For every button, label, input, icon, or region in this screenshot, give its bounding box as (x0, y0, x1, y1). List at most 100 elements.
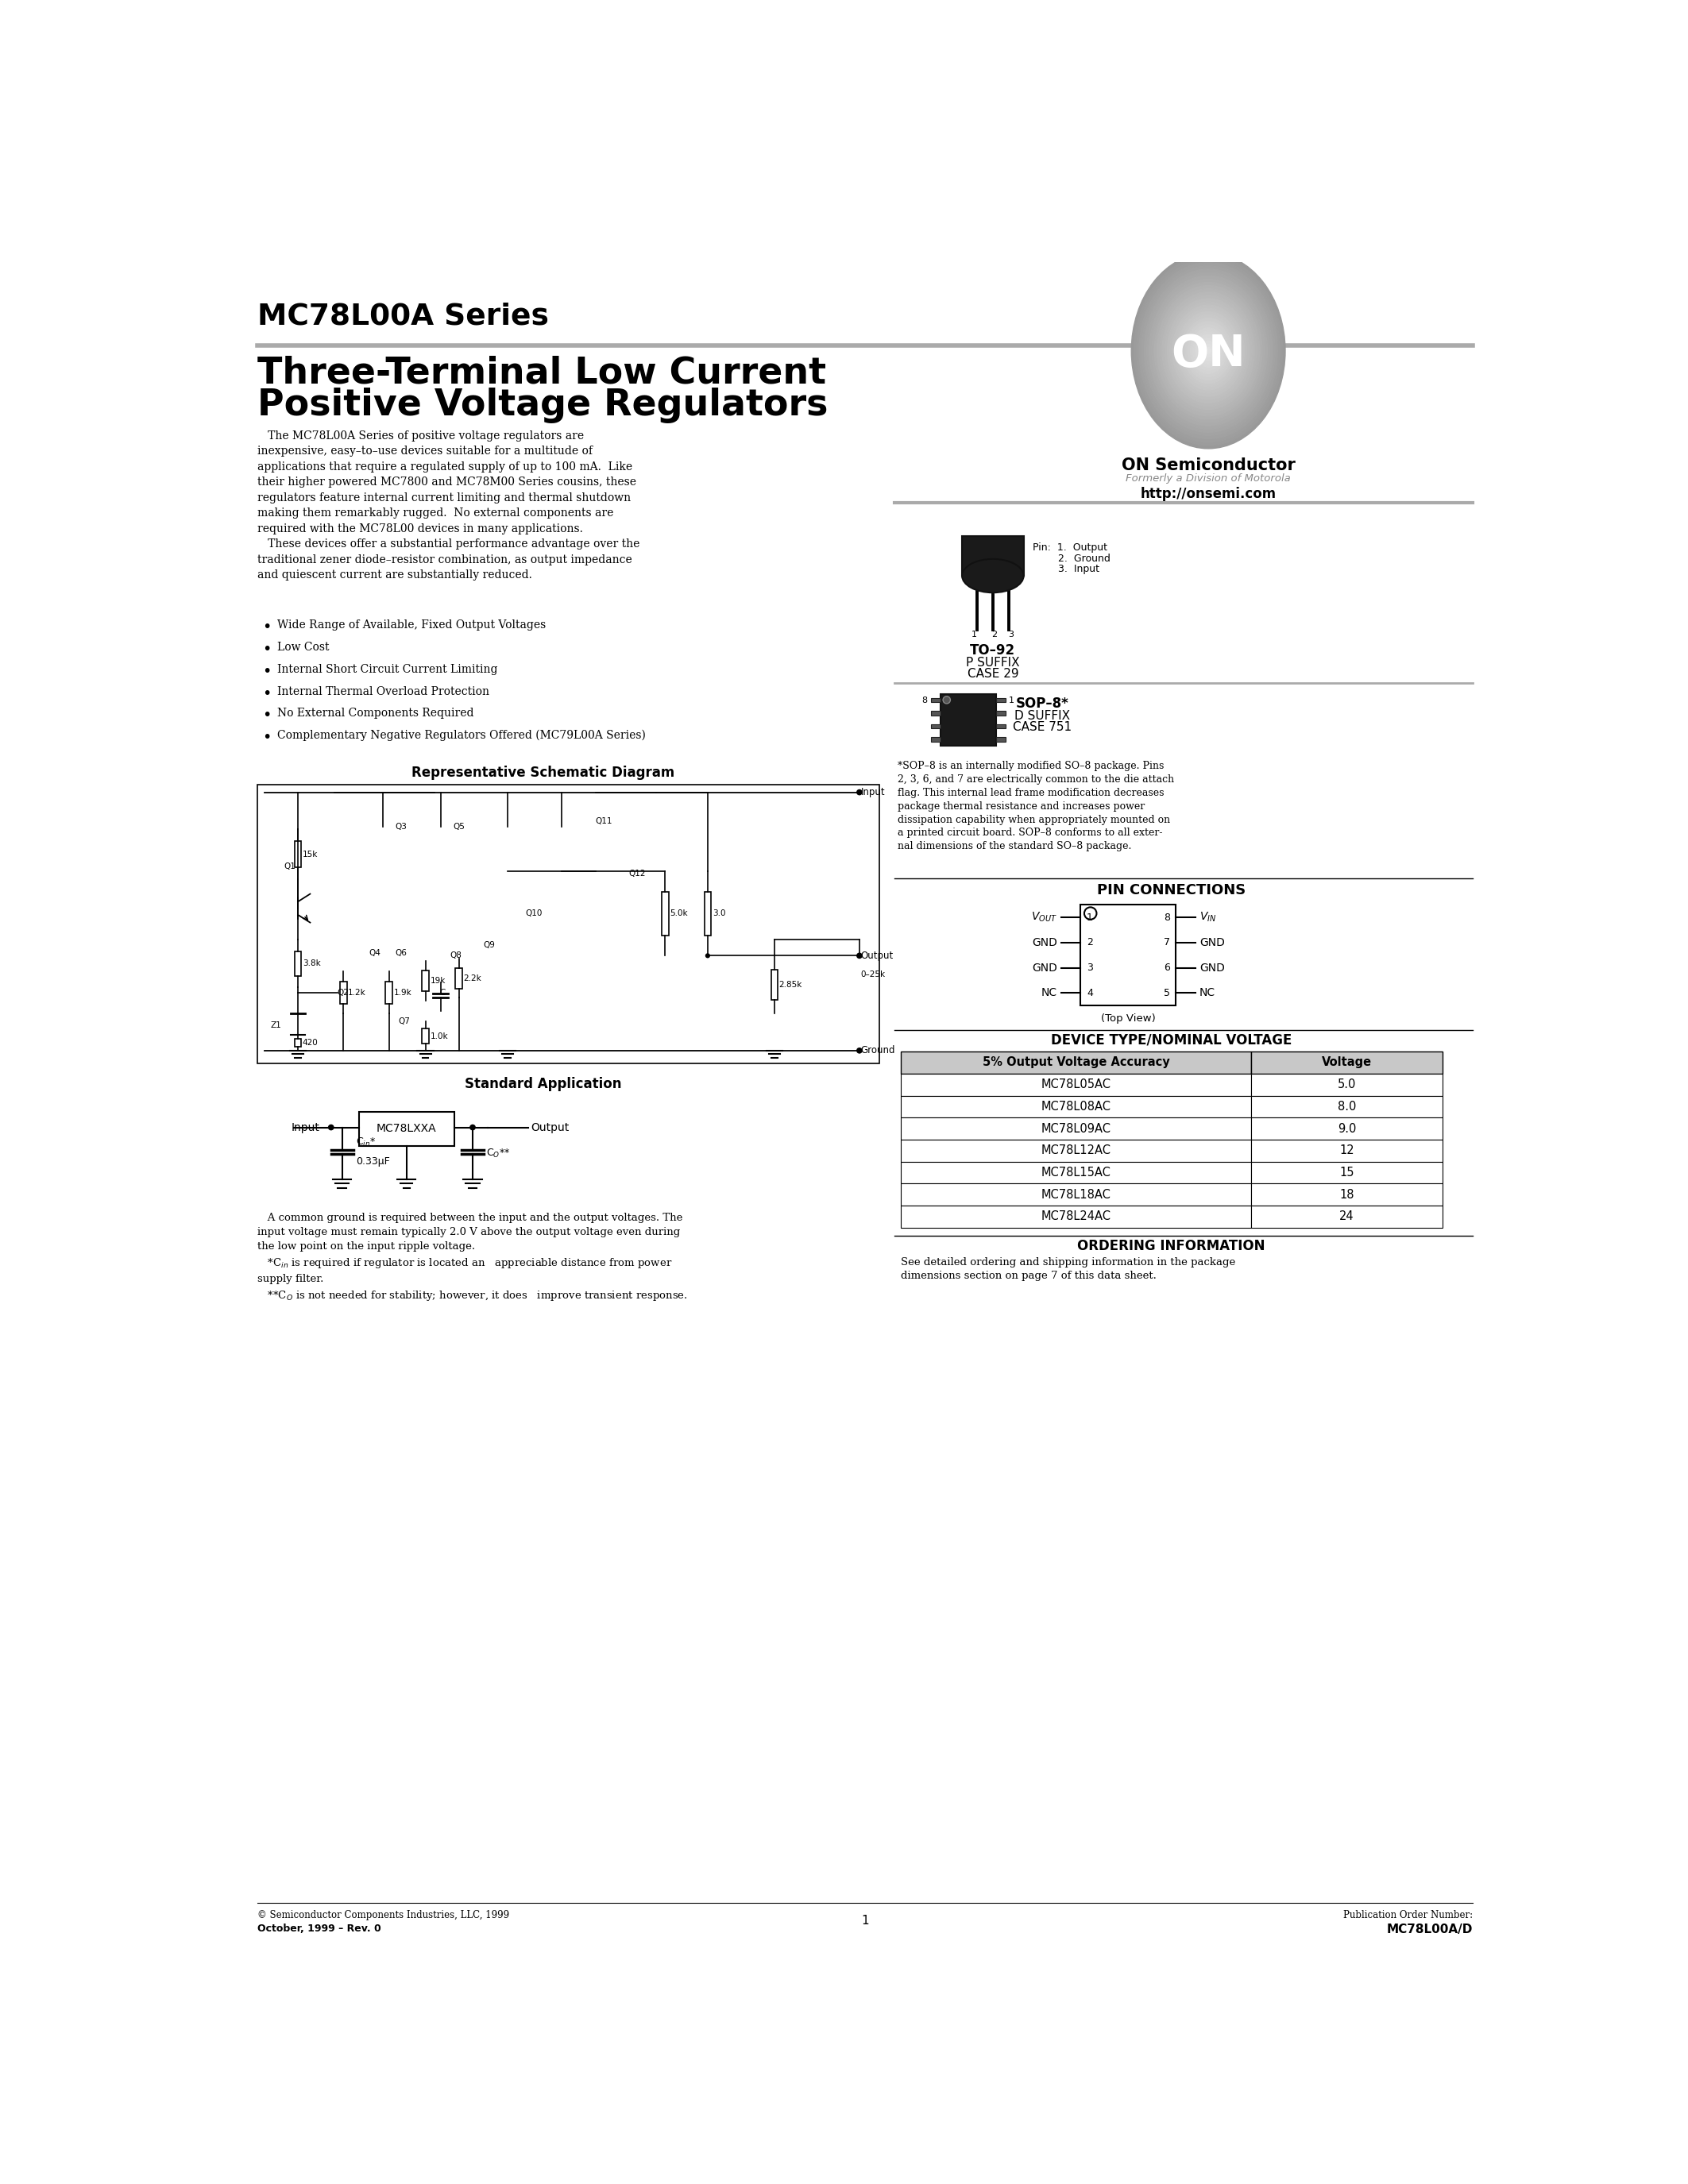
Bar (900, 1162, 1251, 1184)
Text: (Top View): (Top View) (1101, 1013, 1156, 1024)
Text: Q4: Q4 (370, 950, 381, 957)
Bar (360, 1112, 454, 1147)
Bar (771, 970, 778, 1000)
Text: Output: Output (861, 950, 893, 961)
Text: MC78L15AC: MC78L15AC (1041, 1166, 1111, 1179)
Text: MC78L00A Series: MC78L00A Series (257, 301, 549, 330)
Text: Q12: Q12 (628, 869, 647, 878)
Text: $V_{IN}$: $V_{IN}$ (1200, 911, 1217, 924)
Text: MC78L18AC: MC78L18AC (1041, 1188, 1111, 1201)
Ellipse shape (1170, 301, 1247, 400)
Text: 6: 6 (987, 723, 993, 729)
Ellipse shape (1188, 325, 1229, 378)
Text: 2.2k: 2.2k (464, 974, 481, 983)
Text: Output: Output (532, 1123, 569, 1133)
Ellipse shape (1161, 293, 1254, 408)
Text: 5: 5 (987, 736, 993, 743)
Text: Input: Input (861, 786, 885, 797)
Bar (930, 725, 940, 729)
Text: MC78L05AC: MC78L05AC (1041, 1079, 1111, 1090)
Text: October, 1999 – Rev. 0: October, 1999 – Rev. 0 (257, 1924, 381, 1933)
Bar (930, 738, 940, 740)
Text: C: C (439, 989, 446, 996)
Text: 8: 8 (922, 697, 928, 703)
Text: 1: 1 (1009, 697, 1014, 703)
Text: Q8: Q8 (449, 952, 461, 959)
Text: DEVICE TYPE/NOMINAL VOLTAGE: DEVICE TYPE/NOMINAL VOLTAGE (1052, 1033, 1291, 1048)
Bar (295, 1040, 302, 1046)
Text: The MC78L00A Series of positive voltage regulators are
inexpensive, easy–to–use : The MC78L00A Series of positive voltage … (257, 430, 640, 581)
Bar (1251, 1162, 1442, 1184)
Text: 4: 4 (1087, 987, 1094, 998)
Text: 3.0: 3.0 (712, 909, 726, 917)
Text: •: • (262, 664, 272, 679)
Text: 5.0k: 5.0k (670, 909, 687, 917)
Bar (422, 970, 429, 992)
Text: GND: GND (1031, 963, 1057, 974)
Text: 3: 3 (944, 723, 949, 729)
Text: •: • (262, 620, 272, 636)
Text: 1: 1 (861, 1915, 869, 1926)
Text: SOP–8*: SOP–8* (1016, 697, 1069, 712)
Bar (900, 1206, 1251, 1227)
Text: 7: 7 (987, 710, 993, 716)
Bar (385, 981, 392, 1002)
Text: 12: 12 (1340, 1144, 1354, 1158)
Bar (1080, 904, 1177, 1005)
Text: Standard Application: Standard Application (464, 1077, 621, 1092)
Text: 3: 3 (1008, 631, 1014, 638)
Text: Q10: Q10 (525, 909, 542, 917)
Bar (900, 1118, 1251, 1140)
Text: 1.0k: 1.0k (430, 1033, 447, 1040)
Bar (1251, 1140, 1442, 1162)
Bar (339, 981, 346, 1002)
Text: MC78L00A/D: MC78L00A/D (1388, 1924, 1474, 1935)
Text: CASE 751: CASE 751 (1013, 721, 1072, 734)
Bar (662, 891, 668, 935)
Text: 5% Output Voltage Accuracy: 5% Output Voltage Accuracy (982, 1057, 1170, 1068)
Text: CASE 29: CASE 29 (967, 668, 1018, 679)
Text: $V_{OUT}$: $V_{OUT}$ (1031, 911, 1057, 924)
Text: MC78L24AC: MC78L24AC (1041, 1210, 1111, 1223)
Text: 3.  Input: 3. Input (1033, 563, 1099, 574)
Text: NC: NC (1041, 987, 1057, 998)
Bar (940, 695, 996, 745)
Bar (996, 712, 1006, 716)
Bar (930, 712, 940, 716)
Ellipse shape (1136, 260, 1280, 441)
Bar (422, 1029, 429, 1044)
Bar (1251, 1206, 1442, 1227)
Text: 2.85k: 2.85k (780, 981, 802, 989)
Text: MC78LXXA: MC78LXXA (376, 1123, 437, 1133)
Ellipse shape (1200, 341, 1215, 360)
Ellipse shape (1131, 253, 1285, 448)
Text: No External Components Required: No External Components Required (277, 708, 473, 719)
Text: 1: 1 (972, 631, 977, 638)
Text: 19k: 19k (430, 976, 446, 985)
Ellipse shape (1185, 321, 1232, 380)
Text: •: • (262, 708, 272, 723)
Text: Internal Thermal Overload Protection: Internal Thermal Overload Protection (277, 686, 490, 697)
Text: 420: 420 (302, 1040, 319, 1046)
Bar (1251, 1075, 1442, 1096)
Text: GND: GND (1200, 963, 1225, 974)
Ellipse shape (1193, 332, 1224, 371)
Text: Q7: Q7 (398, 1018, 410, 1026)
Text: Ground: Ground (861, 1046, 895, 1055)
Text: 0.33μF: 0.33μF (356, 1158, 390, 1166)
Text: MC78L09AC: MC78L09AC (1041, 1123, 1111, 1133)
Text: C$_O$**: C$_O$** (486, 1147, 510, 1160)
Text: 4: 4 (944, 736, 949, 743)
Circle shape (856, 1048, 863, 1053)
Text: 9.0: 9.0 (1337, 1123, 1355, 1133)
Text: 2: 2 (1087, 937, 1094, 948)
Text: NC: NC (1200, 987, 1215, 998)
Text: 15: 15 (1340, 1166, 1354, 1179)
Text: Pin:  1.  Output: Pin: 1. Output (1033, 542, 1107, 553)
Circle shape (856, 788, 863, 795)
Text: 1: 1 (1087, 913, 1094, 922)
Text: 2.  Ground: 2. Ground (1033, 553, 1111, 563)
Ellipse shape (1139, 262, 1278, 439)
Text: PIN CONNECTIONS: PIN CONNECTIONS (1097, 882, 1246, 898)
Text: Internal Short Circuit Current Limiting: Internal Short Circuit Current Limiting (277, 664, 498, 675)
